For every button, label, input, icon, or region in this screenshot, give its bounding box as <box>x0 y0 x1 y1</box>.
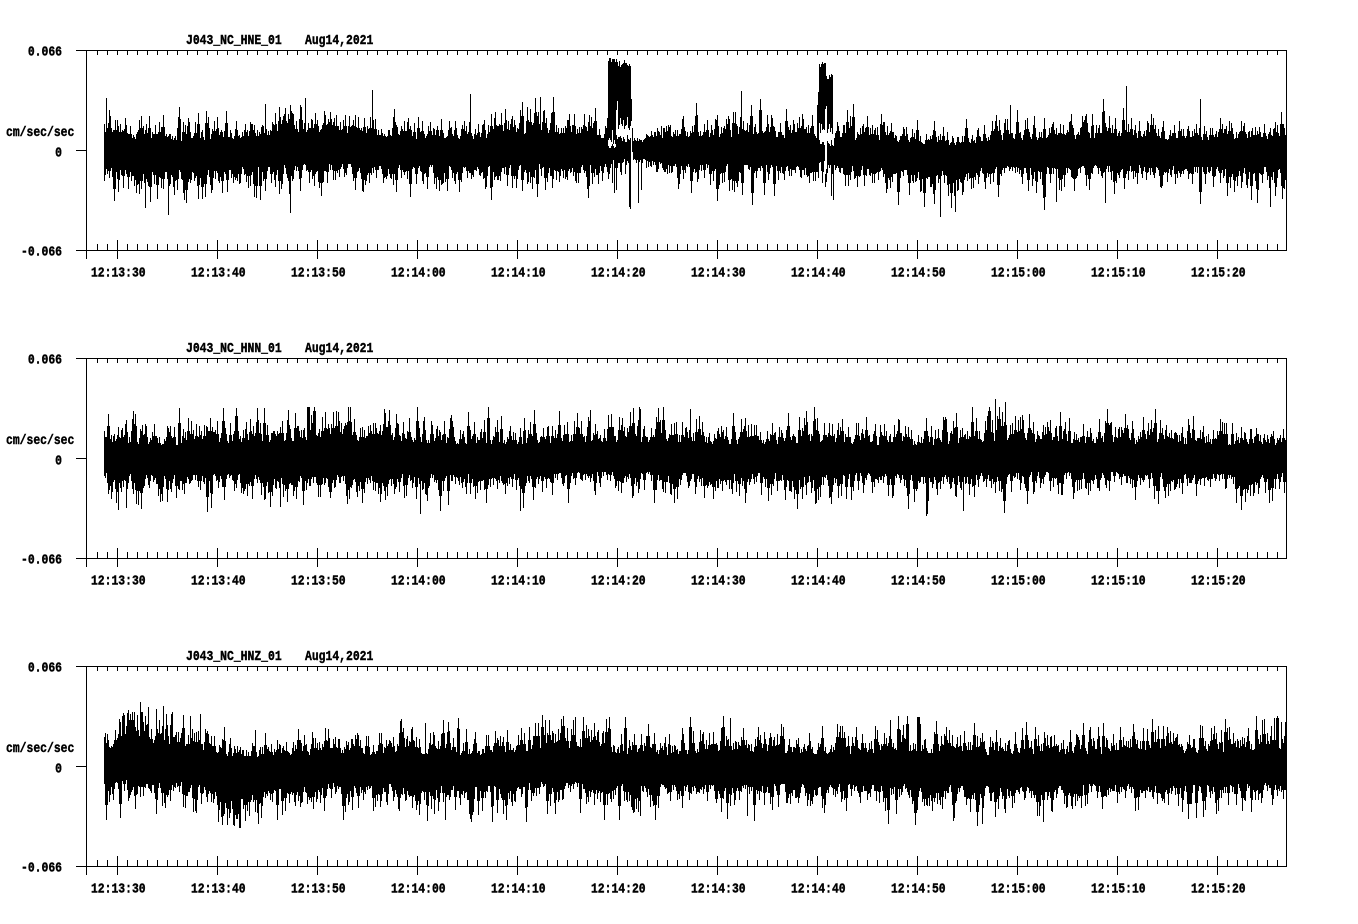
svg-text:0: 0 <box>55 144 62 161</box>
svg-text:12:15:00: 12:15:00 <box>991 264 1046 281</box>
svg-text:cm/sec/sec: cm/sec/sec <box>6 124 74 141</box>
svg-text:12:13:50: 12:13:50 <box>291 572 346 589</box>
svg-text:-0.066: -0.066 <box>21 243 62 260</box>
svg-text:12:15:20: 12:15:20 <box>1191 572 1246 589</box>
svg-text:12:13:40: 12:13:40 <box>191 572 246 589</box>
svg-text:-0.066: -0.066 <box>21 859 62 876</box>
svg-text:12:14:10: 12:14:10 <box>491 572 546 589</box>
svg-text:12:14:30: 12:14:30 <box>691 880 746 897</box>
svg-text:0.066: 0.066 <box>28 351 62 368</box>
svg-text:12:14:00: 12:14:00 <box>391 264 446 281</box>
svg-text:cm/sec/sec: cm/sec/sec <box>6 432 74 449</box>
svg-text:12:13:50: 12:13:50 <box>291 880 346 897</box>
svg-text:-0.066: -0.066 <box>21 551 62 568</box>
svg-text:cm/sec/sec: cm/sec/sec <box>6 740 74 757</box>
svg-text:12:14:10: 12:14:10 <box>491 264 546 281</box>
svg-text:J043_NC_HNE_01: J043_NC_HNE_01 <box>186 32 282 49</box>
svg-text:0.066: 0.066 <box>28 659 62 676</box>
svg-text:12:14:30: 12:14:30 <box>691 264 746 281</box>
svg-text:12:15:10: 12:15:10 <box>1091 880 1146 897</box>
svg-text:12:13:30: 12:13:30 <box>91 880 146 897</box>
svg-text:Aug14,2021: Aug14,2021 <box>305 648 374 665</box>
svg-text:Aug14,2021: Aug14,2021 <box>305 32 374 49</box>
svg-text:12:14:40: 12:14:40 <box>791 264 846 281</box>
svg-text:12:14:20: 12:14:20 <box>591 572 646 589</box>
svg-text:12:15:00: 12:15:00 <box>991 572 1046 589</box>
svg-text:J043_NC_HNN_01: J043_NC_HNN_01 <box>186 340 282 357</box>
svg-text:12:14:40: 12:14:40 <box>791 880 846 897</box>
svg-text:12:14:00: 12:14:00 <box>391 880 446 897</box>
svg-text:12:14:00: 12:14:00 <box>391 572 446 589</box>
svg-text:12:14:40: 12:14:40 <box>791 572 846 589</box>
svg-text:Aug14,2021: Aug14,2021 <box>305 340 374 357</box>
svg-text:12:15:10: 12:15:10 <box>1091 264 1146 281</box>
svg-text:12:15:00: 12:15:00 <box>991 880 1046 897</box>
svg-text:12:15:20: 12:15:20 <box>1191 880 1246 897</box>
svg-text:0: 0 <box>55 452 62 469</box>
svg-text:12:15:10: 12:15:10 <box>1091 572 1146 589</box>
svg-text:12:13:40: 12:13:40 <box>191 264 246 281</box>
svg-text:12:13:50: 12:13:50 <box>291 264 346 281</box>
svg-text:12:14:20: 12:14:20 <box>591 880 646 897</box>
svg-text:12:14:30: 12:14:30 <box>691 572 746 589</box>
svg-text:12:14:50: 12:14:50 <box>891 264 946 281</box>
svg-text:12:15:20: 12:15:20 <box>1191 264 1246 281</box>
svg-text:12:14:10: 12:14:10 <box>491 880 546 897</box>
svg-text:12:14:50: 12:14:50 <box>891 572 946 589</box>
svg-text:12:13:30: 12:13:30 <box>91 264 146 281</box>
svg-text:0.066: 0.066 <box>28 43 62 60</box>
svg-text:0: 0 <box>55 760 62 777</box>
svg-text:J043_NC_HNZ_01: J043_NC_HNZ_01 <box>186 648 282 665</box>
svg-text:12:14:50: 12:14:50 <box>891 880 946 897</box>
svg-text:12:13:40: 12:13:40 <box>191 880 246 897</box>
svg-text:12:13:30: 12:13:30 <box>91 572 146 589</box>
svg-text:12:14:20: 12:14:20 <box>591 264 646 281</box>
